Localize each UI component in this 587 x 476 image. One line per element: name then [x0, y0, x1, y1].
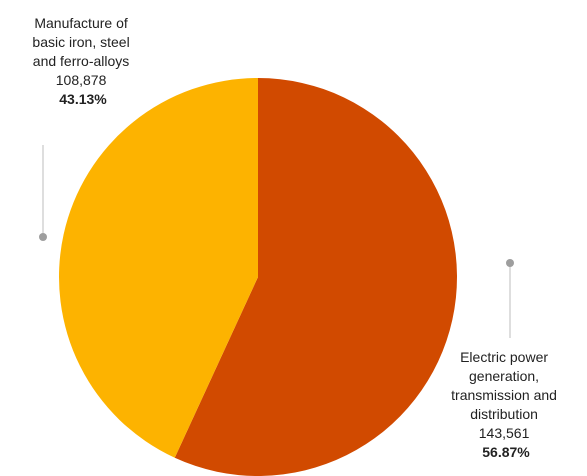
value-iron-steel: 108,878	[56, 72, 107, 88]
value-electric-power: 143,561	[479, 425, 530, 441]
label-iron-steel: Manufacture of basic iron, steel and fer…	[32, 15, 133, 107]
percent-iron-steel: 43.13%	[59, 91, 107, 107]
pie-slices	[58, 78, 457, 476]
slice-iron-steel	[58, 78, 258, 458]
label-electric-power: Electric power generation, transmission …	[451, 349, 561, 460]
label-electric-power-line-3: transmission and	[451, 387, 557, 403]
slice-label-iron-steel: Manufacture of basic iron, steel and fer…	[32, 15, 133, 241]
leader-dot-iron-steel	[39, 233, 47, 241]
slice-electric-power	[174, 78, 457, 476]
label-iron-steel-line-1: Manufacture of	[34, 15, 127, 31]
label-electric-power-line-1: Electric power	[460, 349, 548, 365]
label-electric-power-line-4: distribution	[470, 406, 538, 422]
label-electric-power-line-2: generation,	[469, 368, 539, 384]
label-iron-steel-line-3: and ferro-alloys	[33, 53, 130, 69]
label-iron-steel-line-2: basic iron, steel	[32, 34, 129, 50]
slice-label-electric-power: Electric power generation, transmission …	[451, 259, 561, 460]
leader-dot-electric-power	[506, 259, 514, 267]
percent-electric-power: 56.87%	[482, 444, 530, 460]
